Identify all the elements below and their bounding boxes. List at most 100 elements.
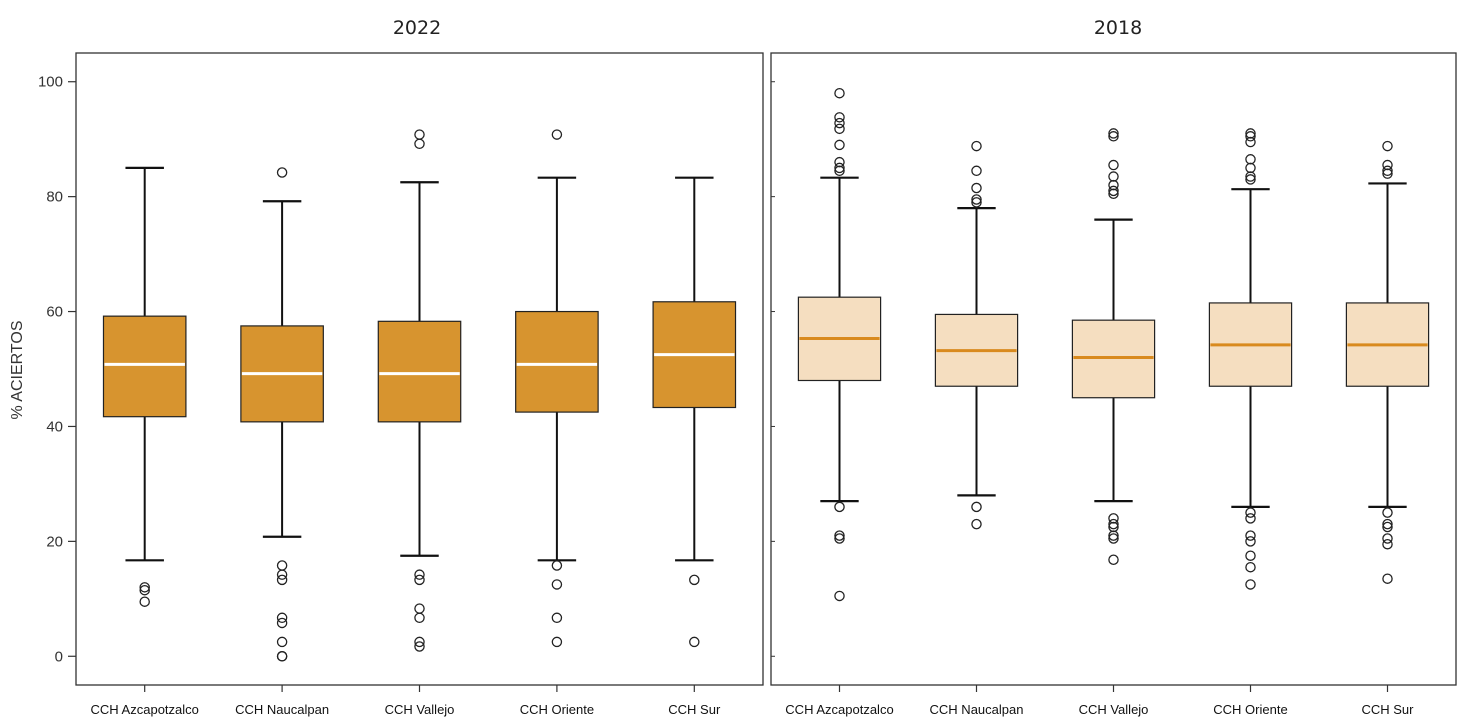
outlier-point (834, 590, 845, 602)
outlier-point (971, 194, 982, 205)
outlier-point (1108, 131, 1119, 142)
outlier-point (139, 596, 150, 607)
outlier-point (971, 501, 982, 513)
x-tick-label: CCH Azcapotzalco (785, 702, 893, 717)
x-tick-label: CCH Oriente (520, 702, 594, 717)
outlier-point (1245, 507, 1256, 518)
outlier-point (971, 197, 982, 208)
outlier-point (414, 569, 425, 580)
box-cch-vallejo: CCH Vallejo (1071, 128, 1156, 717)
outlier-point (1108, 530, 1119, 541)
iqr-box (377, 320, 462, 423)
panel-2022-plot: CCH Azcapotzalco CCH Naucalpan CCH Vallejo… (91, 129, 737, 717)
y-tick-label: 20 (46, 533, 63, 550)
outlier-point (1382, 521, 1393, 533)
outlier-point (1108, 533, 1119, 544)
outlier-point (276, 167, 288, 178)
x-tick-label: CCH Naucalpan (235, 702, 329, 717)
outlier-point (1245, 536, 1256, 547)
box-cch-azcapotzalco: CCH Azcapotzalco (91, 166, 199, 717)
outlier-point (834, 533, 845, 544)
box-cch-naucalpan: CCH Naucalpan (235, 167, 329, 717)
outlier-point (551, 579, 563, 590)
box-cch-naucalpan: CCH Naucalpan (930, 140, 1024, 717)
box-cch-sur: CCH Sur (1345, 140, 1430, 717)
outlier-point (1108, 185, 1119, 197)
outlier-point (1245, 579, 1256, 590)
outlier-point (414, 641, 425, 652)
outlier-point (276, 617, 288, 629)
outlier-point (276, 569, 288, 580)
iqr-box (515, 310, 599, 413)
x-tick-label: CCH Sur (1361, 702, 1414, 717)
outlier-point (1382, 518, 1393, 530)
box-cch-oriente: CCH Oriente (1208, 128, 1293, 717)
outlier-point (1108, 554, 1119, 565)
box-cch-azcapotzalco: CCH Azcapotzalco (785, 87, 894, 717)
outlier-point (834, 87, 845, 99)
outlier-point (1382, 168, 1393, 179)
iqr-box (102, 315, 187, 418)
outlier-point (971, 140, 982, 152)
outlier-point (971, 182, 982, 194)
y-tick-label: 0 (55, 648, 63, 665)
outlier-point (1108, 128, 1119, 139)
outlier-point (1245, 174, 1256, 185)
outlier-point (1245, 561, 1256, 573)
outlier-point (1108, 518, 1119, 530)
y-axis-label: % ACIERTOS (9, 321, 26, 420)
outlier-point (1382, 507, 1393, 518)
y-tick-label: 100 (38, 74, 63, 91)
outlier-point (834, 139, 845, 151)
outlier-point (1108, 188, 1119, 200)
outlier-point (276, 574, 288, 586)
x-tick-label: CCH Vallejo (385, 702, 455, 717)
y-tick-label: 40 (46, 418, 63, 435)
box-cch-sur: CCH Sur (652, 176, 737, 717)
outlier-point (276, 612, 288, 624)
outlier-point (1108, 159, 1119, 171)
outlier-point (1382, 538, 1393, 550)
outlier-point (834, 162, 845, 174)
outlier-point (1245, 550, 1256, 561)
outlier-point (1382, 165, 1393, 177)
box-cch-vallejo: CCH Vallejo (377, 129, 462, 717)
outlier-point (1245, 131, 1256, 142)
box-cch-oriente: CCH Oriente (515, 129, 599, 717)
y-tick-label: 80 (46, 189, 63, 206)
outlier-point (689, 636, 700, 648)
outlier-point (1382, 533, 1393, 544)
outlier-point (1245, 530, 1256, 541)
panel-title-2018: 2018 (1094, 17, 1142, 39)
outlier-point (1245, 513, 1256, 524)
outlier-point (414, 636, 425, 648)
x-tick-label: CCH Azcapotzalco (91, 702, 199, 717)
outlier-point (834, 530, 845, 541)
x-tick-label: CCH Oriente (1213, 702, 1287, 717)
outlier-point (551, 129, 563, 140)
outlier-point (1245, 136, 1256, 148)
outlier-point (834, 123, 845, 135)
outlier-point (551, 560, 563, 571)
outlier-point (139, 582, 150, 593)
x-tick-label: CCH Naucalpan (930, 702, 1024, 717)
outlier-point (139, 584, 150, 596)
outlier-point (971, 518, 982, 530)
outlier-point (834, 165, 845, 177)
outlier-point (689, 574, 700, 586)
y-axis-ticks: 0 20 40 60 80 100 (38, 74, 76, 665)
outlier-point (1245, 171, 1256, 182)
x-tick-label: CCH Vallejo (1079, 702, 1149, 717)
outlier-point (1382, 140, 1393, 152)
panel-2018-plot: CCH Azcapotzalco CCH Naucalpan CCH Vallejo… (771, 81, 1430, 717)
outlier-point (1382, 573, 1393, 584)
y-tick-label: 60 (46, 304, 63, 321)
panel-title-2022: 2022 (393, 17, 441, 39)
outlier-point (276, 651, 288, 662)
outlier-point (971, 165, 982, 177)
outlier-point (414, 138, 425, 150)
outlier-point (276, 636, 288, 648)
outlier-point (834, 112, 845, 123)
outlier-point (834, 117, 845, 129)
